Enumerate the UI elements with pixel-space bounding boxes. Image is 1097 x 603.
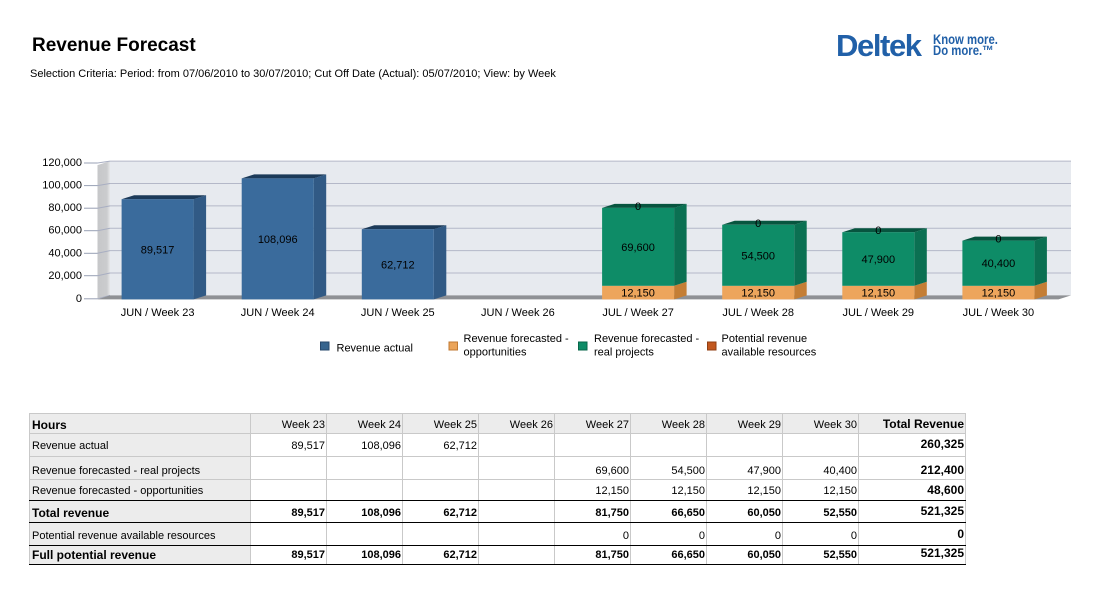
svg-text:60,000: 60,000 <box>48 225 82 237</box>
svg-text:JUL / Week 27: JUL / Week 27 <box>602 307 674 319</box>
svg-text:JUL / Week 30: JUL / Week 30 <box>963 307 1035 319</box>
svg-text:JUN / Week 23: JUN / Week 23 <box>121 307 195 319</box>
svg-text:Revenue forecasted -: Revenue forecasted - <box>594 333 700 345</box>
svg-text:0: 0 <box>755 218 761 230</box>
svg-text:opportunities: opportunities <box>464 346 527 358</box>
svg-text:62,712: 62,712 <box>381 259 415 271</box>
svg-text:0: 0 <box>635 201 641 213</box>
svg-text:0: 0 <box>875 225 881 237</box>
svg-text:69,600: 69,600 <box>621 242 655 254</box>
svg-text:JUN / Week 25: JUN / Week 25 <box>361 307 435 319</box>
svg-text:20,000: 20,000 <box>48 270 82 282</box>
svg-text:47,900: 47,900 <box>861 254 895 266</box>
svg-text:Revenue forecasted -: Revenue forecasted - <box>464 333 570 345</box>
svg-text:available resources: available resources <box>722 346 817 358</box>
svg-text:0: 0 <box>76 293 82 305</box>
svg-text:JUN / Week 26: JUN / Week 26 <box>481 307 555 319</box>
svg-text:40,000: 40,000 <box>48 247 82 259</box>
svg-text:Revenue actual: Revenue actual <box>337 343 413 355</box>
svg-text:Potential revenue: Potential revenue <box>722 333 808 345</box>
svg-text:JUL / Week 28: JUL / Week 28 <box>722 307 794 319</box>
svg-text:12,150: 12,150 <box>741 288 775 300</box>
svg-text:12,150: 12,150 <box>982 288 1016 300</box>
svg-text:12,150: 12,150 <box>861 288 895 300</box>
svg-text:120,000: 120,000 <box>42 157 82 169</box>
svg-text:100,000: 100,000 <box>42 180 82 192</box>
svg-text:real projects: real projects <box>594 346 654 358</box>
svg-text:12,150: 12,150 <box>621 288 655 300</box>
svg-text:0: 0 <box>995 234 1001 246</box>
svg-text:108,096: 108,096 <box>258 234 298 246</box>
svg-text:JUN / Week 24: JUN / Week 24 <box>241 307 315 319</box>
svg-text:40,400: 40,400 <box>982 258 1016 270</box>
svg-text:JUL / Week 29: JUL / Week 29 <box>843 307 915 319</box>
svg-text:54,500: 54,500 <box>741 250 775 262</box>
svg-text:89,517: 89,517 <box>141 244 175 256</box>
svg-text:80,000: 80,000 <box>48 202 82 214</box>
